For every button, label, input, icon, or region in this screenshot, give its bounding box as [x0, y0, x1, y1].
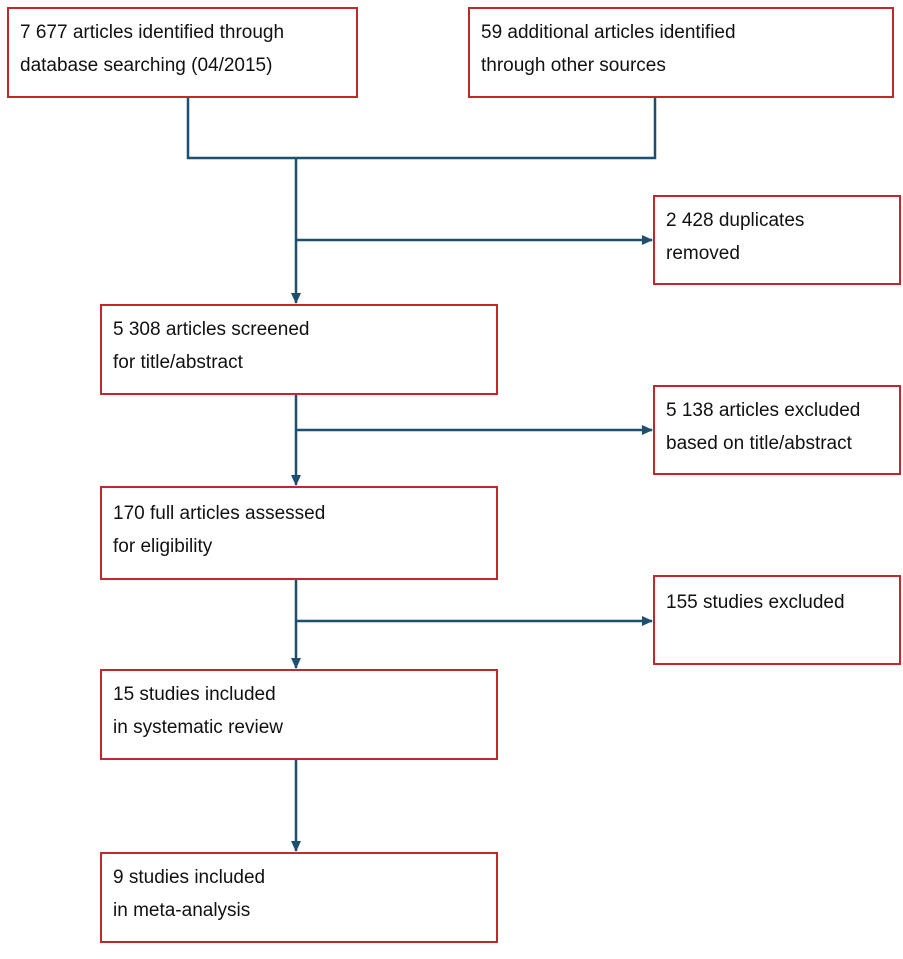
node-text: 155 studies excluded	[666, 592, 845, 613]
connectors	[186, 97, 657, 852]
node-text: 5 308 articles screened	[113, 319, 309, 340]
node: 2 428 duplicates removed	[653, 195, 901, 285]
node: 15 studies included in systematic review	[100, 669, 498, 760]
node-text: 15 studies included	[113, 684, 276, 705]
node: 170 full articles assessed for eligibili…	[100, 486, 498, 580]
node-box	[7, 7, 358, 98]
node: 7 677 articles identified through databa…	[7, 7, 358, 98]
node-text: for eligibility	[113, 536, 213, 557]
node-box	[653, 385, 901, 475]
node-box	[100, 486, 498, 580]
node-text: 5 138 articles excluded	[666, 400, 860, 421]
node: 155 studies excluded	[653, 575, 901, 665]
node-text: in systematic review	[113, 717, 283, 738]
node-text: in meta-analysis	[113, 900, 250, 921]
node-box	[468, 7, 894, 98]
node-box	[653, 575, 901, 665]
node-box	[653, 195, 901, 285]
node: 9 studies included in meta-analysis	[100, 852, 498, 943]
node-text: database searching (04/2015)	[20, 55, 272, 76]
node: 5 308 articles screened for title/abstra…	[100, 304, 498, 395]
node-text: based on title/abstract	[666, 433, 853, 454]
node-text: for title/abstract	[113, 352, 244, 373]
node-text: removed	[666, 243, 740, 264]
node-box	[100, 304, 498, 395]
node-text: 9 studies included	[113, 867, 265, 888]
node-text: 2 428 duplicates	[666, 210, 804, 231]
node-text: 59 additional articles identified	[481, 22, 736, 43]
node: 5 138 articles excluded based on title/a…	[653, 385, 901, 475]
merge-line	[186, 97, 657, 160]
node-box	[100, 669, 498, 760]
node-text: through other sources	[481, 55, 666, 76]
node: 59 additional articles identified throug…	[468, 7, 894, 98]
node-text: 7 677 articles identified through	[20, 22, 284, 43]
node-text: 170 full articles assessed	[113, 503, 325, 524]
node-box	[100, 852, 498, 943]
